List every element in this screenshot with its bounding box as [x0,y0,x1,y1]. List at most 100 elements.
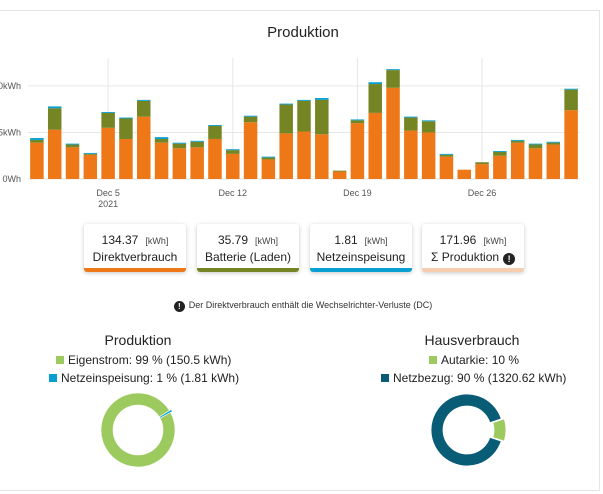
bar-netzeinspeisung[interactable] [421,120,436,122]
bar-netzeinspeisung[interactable] [546,141,561,143]
bar-netzeinspeisung[interactable] [439,153,454,155]
donut-slice-autarkie[interactable] [492,418,507,442]
bar-direktverbrauch[interactable] [154,142,169,179]
bar-batterie[interactable] [297,100,311,132]
stat-direktverbrauch[interactable]: 134.37 [kWh] Direktverbrauch [84,224,186,272]
bar-batterie[interactable] [261,157,276,160]
bar-batterie[interactable] [190,141,204,148]
bar-netzeinspeisung[interactable] [350,119,365,121]
bar-netzeinspeisung[interactable] [154,137,169,139]
bar-netzeinspeisung[interactable] [261,156,276,158]
bar-direktverbrauch[interactable] [315,134,329,179]
bar-batterie[interactable] [439,154,454,157]
bar-netzeinspeisung[interactable] [47,106,62,109]
bar-direktverbrauch[interactable] [65,147,80,179]
bar-direktverbrauch[interactable] [47,129,62,179]
bar-netzeinspeisung[interactable] [243,115,258,117]
bar-direktverbrauch[interactable] [332,171,347,179]
bar-netzeinspeisung[interactable] [368,82,382,85]
bar-direktverbrauch[interactable] [564,110,578,179]
bar-direktverbrauch[interactable] [386,87,400,179]
bar-batterie[interactable] [83,153,98,155]
bar-direktverbrauch[interactable] [350,123,365,179]
bar-direktverbrauch[interactable] [119,138,133,179]
bar-batterie[interactable] [564,89,578,111]
bar-direktverbrauch[interactable] [172,148,187,179]
bar-direktverbrauch[interactable] [368,112,382,179]
bar-batterie[interactable] [510,140,525,143]
bar-direktverbrauch[interactable] [243,122,258,179]
bar-direktverbrauch[interactable] [421,132,436,179]
bar-direktverbrauch[interactable] [208,138,222,179]
bar-netzeinspeisung[interactable] [510,139,525,141]
bar-batterie[interactable] [30,139,44,143]
bar-batterie[interactable] [421,121,436,133]
bar-direktverbrauch[interactable] [546,144,561,179]
bar-direktverbrauch[interactable] [457,169,472,179]
stat-batterie[interactable]: 35.79 [kWh] Batterie (Laden) [197,224,299,272]
legend-item-netzeinspeisung[interactable]: Netzeinspeisung: 1 % (1.81 kWh) [49,371,239,385]
info-icon[interactable]: ! [503,253,516,265]
bar-batterie[interactable] [119,118,133,139]
bar-direktverbrauch[interactable] [528,148,543,179]
bar-batterie[interactable] [136,100,151,117]
bar-batterie[interactable] [350,120,365,124]
bar-netzeinspeisung[interactable] [101,111,115,113]
bar-netzeinspeisung[interactable] [190,140,204,142]
legend-item-netzbezug[interactable]: Netzbezug: 90 % (1320.62 kWh) [381,371,566,385]
stat-netzeinspeisung[interactable]: 1.81 [kWh] Netzeinspeisung [310,224,412,272]
bar-direktverbrauch[interactable] [136,116,151,179]
bar-batterie[interactable] [404,117,418,131]
bar-direktverbrauch[interactable] [510,142,525,179]
bar-direktverbrauch[interactable] [261,159,276,179]
bar-direktverbrauch[interactable] [226,153,240,179]
bar-netzeinspeisung[interactable] [30,138,44,140]
bar-batterie[interactable] [154,138,169,143]
bar-batterie[interactable] [332,170,347,172]
bar-netzeinspeisung[interactable] [208,125,222,126]
bar-direktverbrauch[interactable] [279,133,293,179]
bar-batterie[interactable] [475,162,489,165]
bar-direktverbrauch[interactable] [30,142,44,179]
bar-batterie[interactable] [47,108,62,130]
bar-direktverbrauch[interactable] [493,155,507,179]
bar-batterie[interactable] [208,125,222,139]
bar-batterie[interactable] [101,112,115,128]
bar-netzeinspeisung[interactable] [172,142,187,144]
bar-netzeinspeisung[interactable] [564,88,578,90]
bar-batterie[interactable] [493,152,507,156]
bar-netzeinspeisung[interactable] [528,143,543,145]
bar-netzeinspeisung[interactable] [136,99,151,101]
bar-batterie[interactable] [315,99,329,135]
bar-batterie[interactable] [528,144,543,149]
bar-batterie[interactable] [243,116,258,123]
legend-item-eigenstrom[interactable]: Eigenstrom: 99 % (150.5 kWh) [56,353,231,367]
bar-direktverbrauch[interactable] [475,164,489,179]
bar-netzeinspeisung[interactable] [65,143,80,145]
bar-netzeinspeisung[interactable] [297,99,311,101]
bar-netzeinspeisung[interactable] [386,69,400,71]
stat-produktion[interactable]: 171.96 [kWh] Σ Produktion! [422,224,524,272]
bar-direktverbrauch[interactable] [439,156,454,179]
bar-direktverbrauch[interactable] [190,147,204,179]
bar-netzeinspeisung[interactable] [404,116,418,118]
bar-batterie[interactable] [368,84,382,113]
bar-direktverbrauch[interactable] [101,127,115,179]
bar-batterie[interactable] [386,70,400,88]
bar-direktverbrauch[interactable] [297,131,311,179]
bar-netzeinspeisung[interactable] [493,151,507,153]
bar-batterie[interactable] [546,142,561,145]
bar-netzeinspeisung[interactable] [83,152,98,154]
bar-netzeinspeisung[interactable] [315,98,329,100]
bar-batterie[interactable] [172,143,187,149]
bar-netzeinspeisung[interactable] [279,103,293,105]
bar-netzeinspeisung[interactable] [226,149,240,151]
bar-batterie[interactable] [279,104,293,134]
donut-slice-eigenstrom[interactable] [100,392,176,468]
bar-direktverbrauch[interactable] [83,154,98,179]
legend-item-autarkie[interactable]: Autarkie: 10 % [429,353,519,367]
bar-batterie[interactable] [65,144,80,148]
bar-batterie[interactable] [226,150,240,154]
donut-slice-netzbezug[interactable] [431,393,502,467]
bar-netzeinspeisung[interactable] [119,117,133,119]
